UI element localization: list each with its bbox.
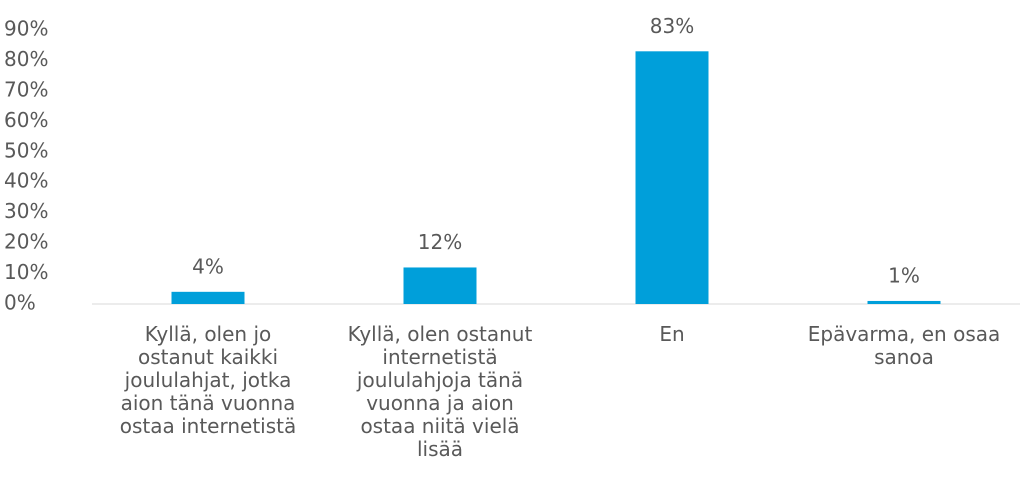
data-label: 1%: [888, 263, 920, 287]
y-tick-label: 50%: [4, 138, 48, 162]
y-tick-label: 40%: [4, 169, 48, 193]
bar: [635, 51, 709, 304]
data-label: 4%: [192, 254, 224, 278]
x-tick-label: Epävarma, en osaa sanoa: [807, 322, 1001, 369]
data-label: 12%: [418, 230, 462, 254]
y-tick-label: 70%: [4, 77, 48, 101]
x-tick-label: Kyllä, olen jo ostanut kaikki joululahja…: [119, 322, 297, 438]
x-tick-label: Kyllä, olen ostanut internetistä joulula…: [347, 322, 533, 461]
y-tick-label: 0%: [4, 291, 36, 315]
y-tick-label: 10%: [4, 260, 48, 284]
data-label: 83%: [650, 14, 694, 38]
y-tick-label: 30%: [4, 199, 48, 223]
y-tick-label: 90%: [4, 17, 48, 41]
y-tick-label: 80%: [4, 47, 48, 71]
y-tick-label: 20%: [4, 230, 48, 254]
bar: [171, 291, 245, 304]
y-tick-label: 60%: [4, 108, 48, 132]
bar: [867, 300, 941, 304]
x-tick-label: En: [659, 322, 685, 346]
bar: [403, 267, 477, 304]
